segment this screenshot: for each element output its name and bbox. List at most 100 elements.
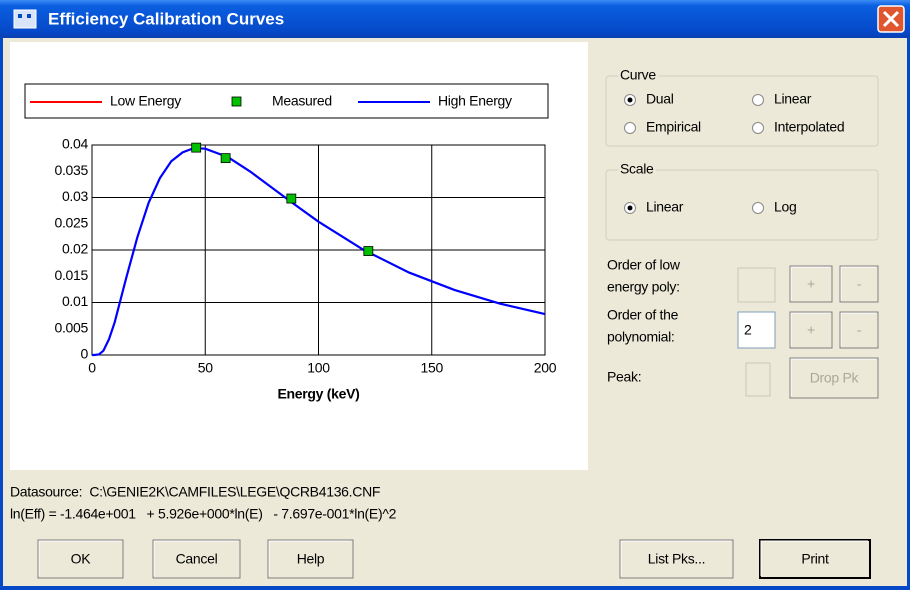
button-highlight [153, 540, 238, 576]
button[interactable]: List Pks... [619, 539, 734, 579]
group-box [605, 75, 879, 147]
field-label: Order of the [607, 307, 679, 323]
button-label: - [857, 276, 862, 292]
checkbox [745, 362, 771, 397]
radio-dot [627, 205, 633, 211]
y-tick-label: 0.025 [54, 214, 88, 230]
button-face [267, 539, 354, 579]
controls: Curve Dual Linear Empirical Interpolated Scal… [10, 66, 879, 579]
button[interactable]: OK [37, 539, 124, 579]
x-tick-label: 100 [307, 360, 330, 376]
legend-marker [231, 96, 242, 107]
button: - [839, 265, 879, 303]
legend-label: Measured [272, 93, 332, 109]
x-tick-label: 50 [198, 360, 213, 376]
button[interactable]: Help [267, 539, 354, 579]
button-label[interactable]: OK [71, 551, 92, 567]
x-axis-label: Energy (keV) [278, 386, 360, 402]
button-highlight [760, 540, 868, 576]
y-tick-label: 0.035 [54, 162, 88, 178]
button-highlight [790, 358, 876, 396]
y-tick-label: 0.03 [62, 188, 89, 204]
button-label: Drop Pk [810, 370, 860, 386]
window-title: Efficiency Calibration Curves [48, 9, 284, 28]
datasource-text: Datasource: C:\GENIE2K\CAMFILES\LEGE\QCR… [10, 484, 380, 500]
button-label[interactable]: List Pks... [648, 551, 706, 567]
x-tick-label: 150 [421, 360, 444, 376]
group-box [605, 169, 879, 241]
y-tick-label: 0.04 [62, 136, 89, 152]
field-label: Peak: [607, 369, 641, 385]
radio-button[interactable] [752, 94, 764, 106]
group-label: Scale [620, 161, 654, 177]
field-label: polynomial: [607, 329, 675, 345]
button: + [789, 265, 833, 303]
group-label-bg [618, 66, 659, 83]
button[interactable]: Cancel [152, 539, 241, 579]
button[interactable]: Print [759, 539, 871, 579]
button-face [37, 539, 124, 579]
radio-button[interactable] [752, 202, 764, 214]
text-box-value[interactable]: 2 [744, 322, 752, 338]
data-point [191, 142, 202, 153]
button-highlight [790, 312, 830, 346]
y-tick-label: 0.015 [54, 267, 88, 283]
legend-label: Low Energy [110, 93, 181, 109]
radio-dot [627, 97, 633, 103]
y-tick-label: 0.005 [54, 319, 88, 335]
field-label: Order of low [607, 257, 681, 273]
legend-label: High Energy [438, 93, 512, 109]
button-label[interactable]: Print [801, 551, 829, 567]
y-tick-label: 0.02 [62, 241, 89, 257]
radio-label[interactable]: Empirical [646, 119, 701, 135]
button-highlight [790, 266, 830, 300]
button-face [839, 265, 879, 303]
x-tick-label: 0 [88, 360, 96, 376]
button-label[interactable]: Cancel [176, 551, 218, 567]
button: Drop Pk [789, 357, 879, 399]
radio-label[interactable]: Linear [774, 91, 812, 107]
button-label: + [807, 276, 815, 292]
button-highlight [38, 540, 121, 576]
plot-border [91, 144, 546, 356]
y-tick-label: 0.01 [62, 293, 89, 309]
button-highlight [268, 540, 351, 576]
window-icon [13, 9, 37, 29]
button-label[interactable]: Help [297, 551, 325, 567]
y-tick-label: 0 [81, 346, 89, 362]
button: + [789, 311, 833, 349]
formula-text: ln(Eff) = -1.464e+001 + 5.926e+000*ln(E)… [10, 506, 397, 522]
button-face [789, 265, 833, 303]
chart: 0 50 100 150 200 0 0.005 0.01 0.015 0.02 0.025 0.03… [30, 93, 557, 402]
button-highlight [840, 266, 876, 300]
field-label: energy poly: [607, 279, 680, 295]
button-face [152, 539, 241, 579]
x-tick-label: 200 [534, 360, 557, 376]
group-label-bg [618, 160, 657, 177]
close-button[interactable] [877, 5, 905, 33]
data-point [363, 246, 374, 256]
button-face [789, 311, 833, 349]
button-label: + [807, 322, 815, 338]
group-label: Curve [620, 67, 656, 83]
radio-button[interactable] [624, 122, 636, 134]
data-point [286, 193, 297, 204]
button-face [619, 539, 734, 579]
radio-label[interactable]: Dual [646, 91, 674, 107]
button-highlight [620, 540, 731, 576]
button-label: - [857, 322, 862, 338]
button-face [789, 357, 879, 399]
text-box [737, 267, 776, 303]
title-bar [0, 0, 910, 38]
button-highlight [840, 312, 876, 346]
radio-label[interactable]: Log [774, 199, 797, 215]
radio-button[interactable] [752, 122, 764, 134]
text-box[interactable] [737, 311, 776, 349]
legend-box [24, 83, 549, 119]
button-face [839, 311, 879, 349]
data-point [220, 153, 231, 164]
radio-label[interactable]: Interpolated [774, 119, 845, 135]
button-face [759, 539, 871, 579]
radio-label[interactable]: Linear [646, 199, 684, 215]
